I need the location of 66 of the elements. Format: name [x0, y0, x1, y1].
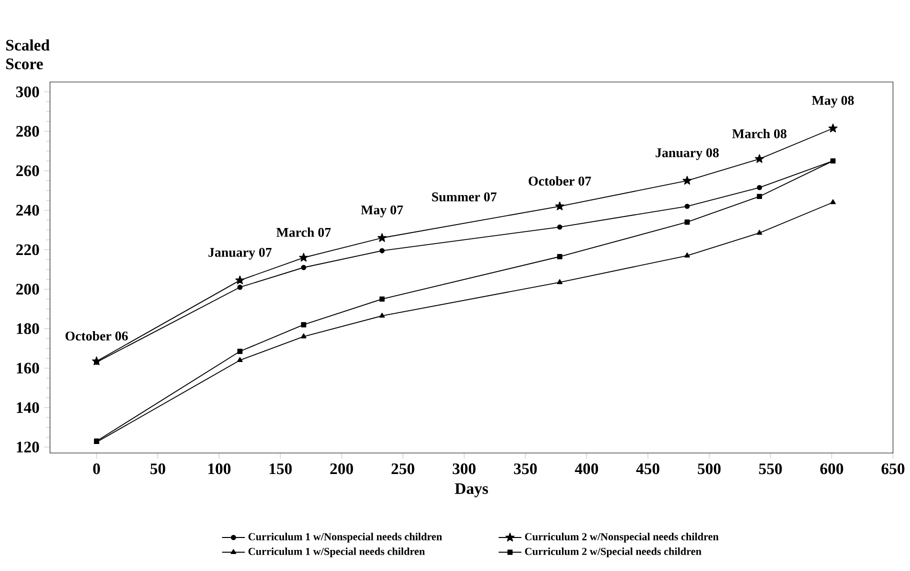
x-tick-label: 400 [574, 463, 598, 474]
annotation: March 07 [276, 228, 331, 237]
x-tick-label: 0 [93, 463, 100, 474]
point [237, 357, 243, 362]
point [379, 312, 385, 318]
point [754, 154, 764, 163]
x-tick-label: 200 [330, 463, 354, 474]
y-tick-label: 120 [16, 442, 39, 452]
point [684, 204, 690, 209]
legend-label: Curriculum 2 w/Nonspecial needs children [525, 532, 719, 542]
point [557, 254, 562, 260]
annotation: October 06 [66, 331, 128, 341]
x-tick-label: 250 [392, 463, 414, 474]
annotation: March 08 [732, 128, 786, 138]
x-tick-label: 500 [698, 463, 721, 474]
point [378, 233, 387, 242]
point [299, 252, 308, 262]
point [237, 348, 243, 354]
point [830, 199, 836, 204]
x-axis-title: Days [454, 483, 488, 498]
point [756, 230, 762, 235]
y-tick-label: 220 [16, 244, 39, 256]
x-tick-label: 300 [452, 463, 476, 474]
annotation: October 07 [528, 176, 592, 186]
point [379, 248, 385, 254]
annotation: May 08 [812, 96, 854, 108]
legend-label: Curriculum 2 w/Special needs children [525, 548, 702, 558]
y-axis-title: Scaled Score [6, 39, 50, 70]
x-tick-label: 100 [208, 463, 230, 474]
point [557, 224, 562, 230]
point [235, 276, 244, 284]
y-tick-label: 300 [16, 86, 39, 98]
point [92, 356, 102, 366]
x-tick-label: 450 [636, 463, 660, 474]
point [828, 124, 838, 132]
x-tick-label: 50 [150, 463, 166, 474]
annotation: Summer 07 [432, 192, 497, 202]
point [682, 176, 692, 185]
legend-label: Curriculum 1 w/Special needs children [248, 548, 425, 558]
point [684, 220, 690, 225]
y-tick-label: 180 [16, 323, 39, 334]
x-tick-label: 600 [820, 463, 844, 474]
point [756, 194, 762, 200]
x-tick-label: 550 [759, 463, 782, 474]
point [300, 333, 306, 338]
y-tick-label: 280 [16, 126, 39, 137]
y-tick-label: 140 [16, 402, 39, 413]
annotation: May 07 [360, 205, 404, 218]
point [301, 322, 306, 328]
x-tick-label: 650 [882, 463, 904, 474]
point [237, 284, 243, 290]
annotation: January 08 [656, 148, 719, 160]
y-tick-label: 260 [16, 165, 39, 176]
point [756, 184, 762, 190]
point [301, 264, 306, 270]
x-tick-label: 350 [514, 463, 537, 474]
y-tick-label: 240 [16, 204, 39, 216]
legend-label: Curriculum 1 w/Nonspecial needs children [248, 532, 442, 542]
point [556, 279, 562, 284]
annotation: January 07 [208, 248, 272, 260]
point [555, 202, 564, 210]
x-tick-label: 150 [270, 463, 292, 474]
y-tick-label: 160 [16, 362, 39, 374]
point [379, 296, 385, 302]
y-tick-label: 200 [16, 284, 39, 295]
point [684, 252, 690, 258]
